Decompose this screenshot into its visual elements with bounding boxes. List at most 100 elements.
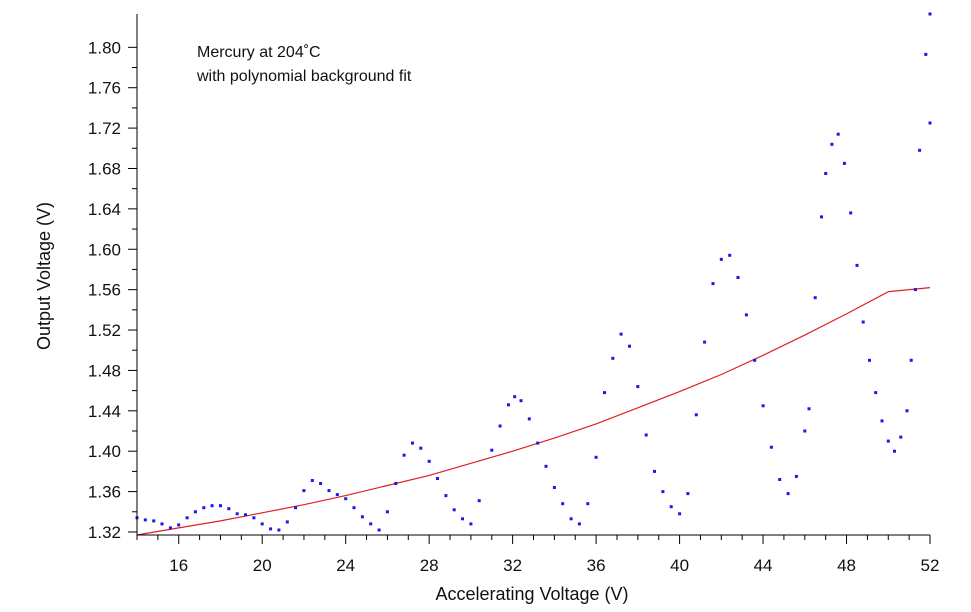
y-tick-label: 1.76 [88,79,121,98]
data-point [444,494,448,498]
data-point [227,507,231,511]
data-point [905,409,909,413]
data-point [269,527,273,531]
data-point [527,417,531,421]
data-point [836,132,840,136]
data-point [402,453,406,457]
x-tick-label: 44 [754,556,773,575]
annotation-line-2: with polynomial background fit [196,68,412,85]
data-point [369,522,373,526]
data-point [628,344,631,348]
data-point [807,407,811,411]
data-point [490,448,494,452]
data-point [260,522,264,526]
data-point [636,385,640,389]
y-tick-label: 1.32 [88,523,121,542]
data-point [611,356,615,360]
x-tick-label: 24 [336,556,355,575]
data-point [603,391,606,395]
data-point [928,121,932,125]
data-point [202,506,206,510]
data-point [310,479,314,482]
data-point [394,482,398,485]
data-point [177,523,181,527]
data-point [294,506,298,510]
data-point [778,478,782,481]
data-point [319,482,323,485]
x-tick-label: 16 [169,556,188,575]
data-point [719,257,723,261]
data-point [849,211,853,215]
data-point [219,504,222,508]
x-tick-label: 28 [420,556,439,575]
data-point [360,515,364,519]
data-point [385,510,389,514]
data-point [619,332,623,336]
data-point [703,340,707,344]
data-point [411,441,414,445]
x-axis-title: Accelerating Voltage (V) [435,584,628,604]
data-point [813,296,817,300]
data-point [285,520,289,524]
data-point [152,519,156,523]
y-tick-label: 1.36 [88,483,121,502]
data-point [143,518,147,522]
y-tick-label: 1.48 [88,361,121,380]
y-tick-label: 1.64 [88,200,121,219]
data-point [909,358,913,362]
data-point [913,288,917,292]
data-point [794,474,798,478]
data-point [753,358,757,362]
data-point [686,492,690,496]
y-axis-title: Output Voltage (V) [34,202,54,350]
data-point [874,391,878,395]
data-point [886,439,890,443]
x-tick-label: 20 [253,556,272,575]
data-point [880,419,884,423]
x-tick-label: 36 [587,556,606,575]
data-point [569,517,573,521]
data-point [786,492,790,496]
data-point [469,522,473,526]
data-point [644,433,648,437]
x-tick-label: 40 [670,556,689,575]
data-point [855,263,859,267]
data-point [513,395,517,399]
data-point [928,12,932,16]
data-point [185,516,189,520]
y-tick-label: 1.44 [88,402,121,421]
y-tick-label: 1.68 [88,159,121,178]
data-point [824,172,828,175]
y-tick-label: 1.56 [88,281,121,300]
y-tick-label: 1.52 [88,321,121,340]
fit-line [136,287,931,536]
data-point [477,499,481,503]
y-tick-label: 1.40 [88,442,121,461]
data-point [803,429,807,433]
annotation-line-1: Mercury at 204˚C [197,44,321,61]
data-point [427,459,431,463]
data-point [168,526,172,530]
data-point [669,505,673,509]
data-point [452,508,456,512]
data-point [544,464,548,468]
data-point [210,504,214,508]
data-point [519,399,523,403]
data-point [302,489,306,493]
data-point [769,445,773,449]
data-point [736,276,740,279]
y-tick-label: 1.80 [88,38,121,57]
data-point [899,435,903,439]
data-point [335,493,339,497]
data-point [594,455,598,459]
data-point [536,441,540,445]
data-point [924,52,928,56]
points-layer [135,12,932,532]
data-point [744,313,748,317]
data-point [327,489,331,493]
data-point [893,449,896,453]
x-tick-label: 52 [921,556,940,575]
fit-layer [136,287,931,536]
data-point [830,142,834,146]
